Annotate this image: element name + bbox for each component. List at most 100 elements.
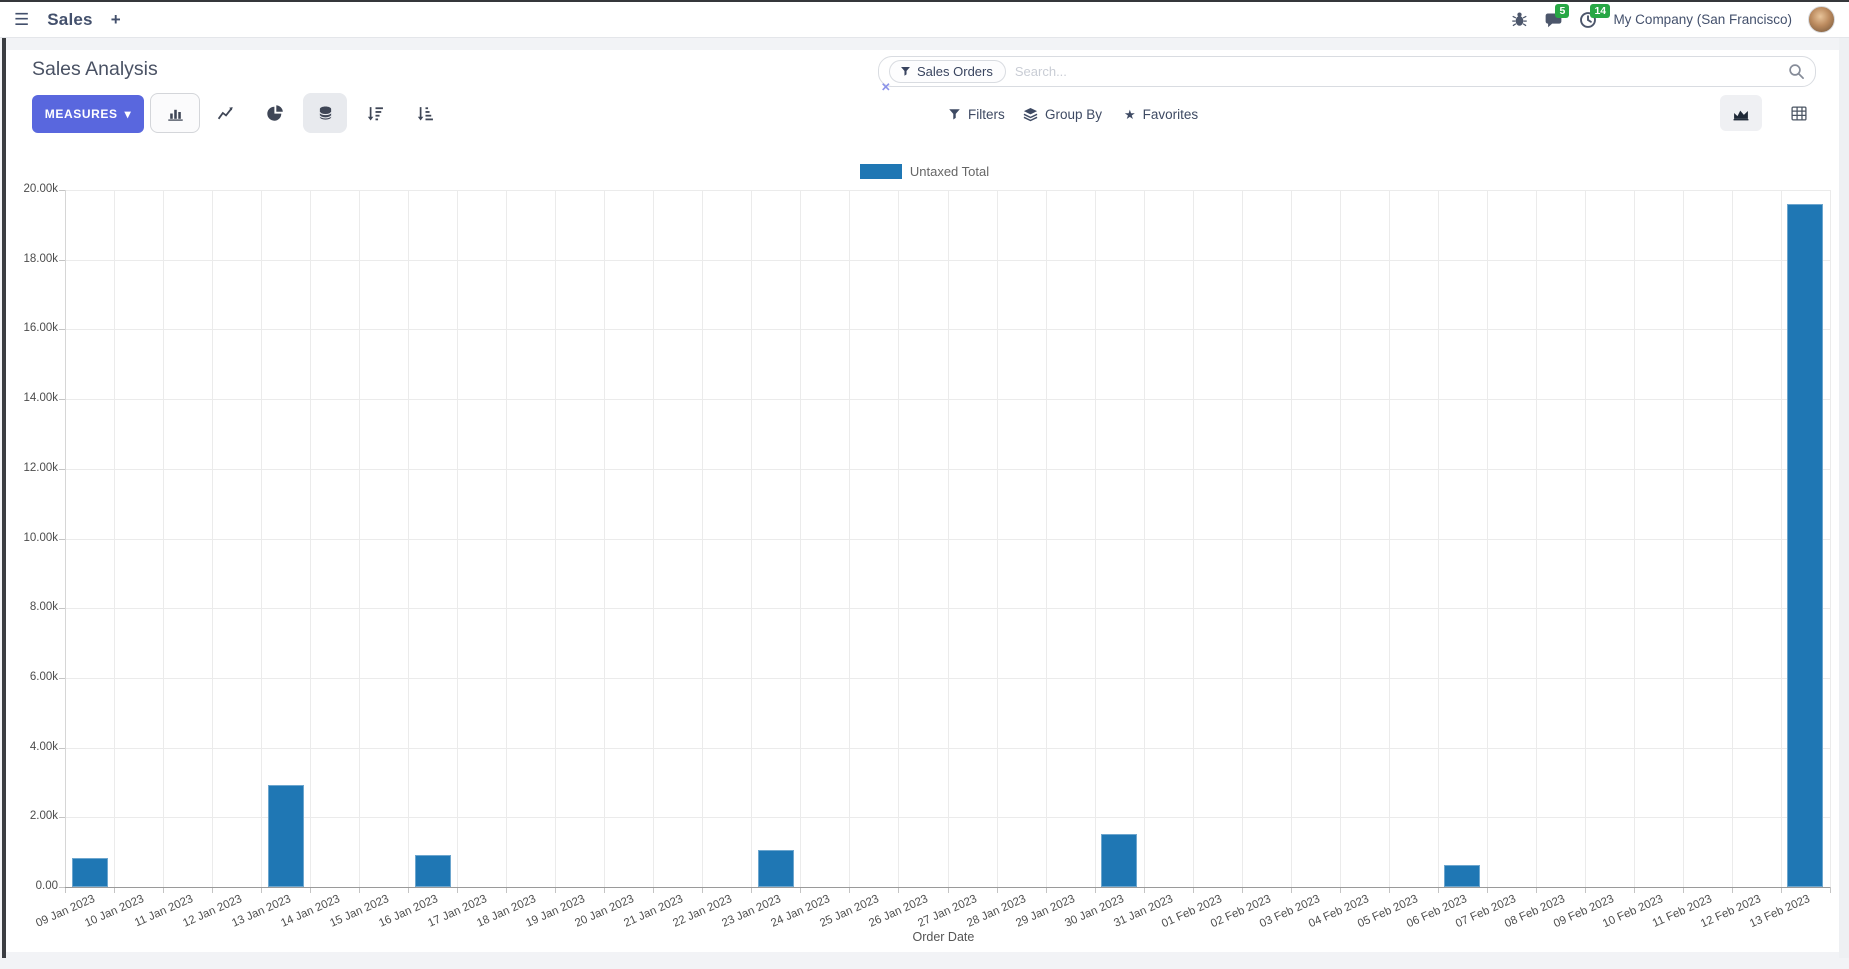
x-grid-line	[408, 190, 410, 887]
graph-view-button[interactable]	[1720, 95, 1762, 131]
x-tick-mark	[1633, 887, 1635, 893]
debug-bug-icon[interactable]	[1511, 11, 1528, 28]
chart-bar[interactable]	[71, 858, 108, 887]
x-grid-line	[1731, 190, 1733, 887]
y-tick-mark	[59, 329, 65, 331]
facet-label: Sales Orders	[917, 64, 993, 79]
y-tick-mark	[59, 538, 65, 540]
y-tick-mark	[59, 887, 65, 888]
chart-bar[interactable]	[757, 850, 794, 887]
chart-bar[interactable]	[1787, 203, 1824, 887]
x-tick-mark	[408, 887, 410, 893]
favorites-button[interactable]: ★ Favorites	[1124, 107, 1198, 122]
star-icon: ★	[1124, 106, 1136, 122]
x-tick-mark	[1584, 887, 1586, 893]
x-tick-mark	[1339, 887, 1341, 893]
scrollbar-gutter[interactable]	[1839, 38, 1849, 958]
app-name[interactable]: Sales	[47, 9, 93, 29]
x-grid-line	[1584, 190, 1586, 887]
x-grid-line	[359, 190, 361, 887]
content-sheet	[6, 50, 1839, 952]
x-grid-line	[457, 190, 459, 887]
line-chart-button[interactable]	[200, 93, 250, 133]
chart-legend[interactable]: Untaxed Total	[0, 164, 1849, 179]
y-tick-label: 6.00k	[29, 670, 58, 683]
pie-chart-button[interactable]	[250, 93, 300, 133]
measures-button[interactable]: MEASURES ▾	[32, 95, 144, 133]
x-tick-mark	[1045, 887, 1047, 893]
y-tick-label: 8.00k	[29, 601, 58, 614]
user-avatar[interactable]	[1808, 6, 1835, 33]
sort-descending-button[interactable]	[350, 93, 400, 133]
x-tick-mark	[947, 887, 949, 893]
x-tick-mark	[1192, 887, 1194, 893]
x-tick-mark	[702, 887, 704, 893]
x-grid-line	[555, 190, 557, 887]
chart-bar[interactable]	[1101, 834, 1138, 887]
funnel-icon	[949, 108, 960, 120]
sort-ascending-button[interactable]	[400, 93, 450, 133]
x-tick-mark	[1143, 887, 1145, 893]
y-tick-label: 18.00k	[23, 252, 58, 265]
x-tick-mark	[163, 887, 165, 893]
x-tick-mark	[359, 887, 361, 893]
x-grid-line	[310, 190, 312, 887]
x-tick-mark	[114, 887, 116, 893]
x-tick-mark	[1388, 887, 1390, 893]
legend-swatch	[859, 164, 902, 179]
x-grid-line	[1388, 190, 1390, 887]
x-grid-line	[1339, 190, 1341, 887]
x-grid-line	[163, 190, 165, 887]
group-by-button[interactable]: Group By	[1023, 107, 1102, 122]
x-tick-mark	[996, 887, 998, 893]
x-grid-line	[1830, 190, 1831, 887]
x-tick-mark	[1094, 887, 1096, 893]
search-input[interactable]	[1014, 64, 1788, 79]
x-tick-mark	[849, 887, 851, 893]
y-tick-mark	[59, 259, 65, 261]
filters-label: Filters	[968, 106, 1005, 122]
y-tick-label: 2.00k	[29, 810, 58, 823]
stacked-button[interactable]	[303, 93, 347, 133]
search-facet-sales-orders[interactable]: Sales Orders	[889, 60, 1006, 83]
x-grid-line	[114, 190, 116, 887]
filters-button[interactable]: Filters	[948, 107, 1005, 122]
chart-bar[interactable]	[414, 854, 451, 887]
x-grid-line	[604, 190, 606, 887]
apps-menu-icon[interactable]: ☰	[14, 9, 30, 29]
x-tick-mark	[1241, 887, 1243, 893]
activities-clock-icon[interactable]: 14	[1579, 3, 1611, 29]
facet-remove-icon[interactable]: ✕	[881, 82, 891, 94]
x-axis-title: Order Date	[912, 930, 975, 944]
search-bar[interactable]: Sales Orders	[878, 56, 1816, 87]
y-tick-mark	[59, 817, 65, 819]
x-grid-line	[261, 190, 263, 887]
pivot-view-button[interactable]	[1778, 95, 1820, 131]
search-icon[interactable]	[1788, 63, 1805, 80]
x-grid-line	[1045, 190, 1047, 887]
group-by-label: Group By	[1045, 106, 1103, 122]
bar-chart-button[interactable]	[150, 93, 200, 133]
y-tick-mark	[59, 608, 65, 610]
company-switcher[interactable]: My Company (San Francisco)	[1613, 12, 1792, 27]
chart-bar[interactable]	[267, 784, 304, 887]
x-tick-mark	[604, 887, 606, 893]
y-tick-label: 16.00k	[23, 322, 58, 335]
x-grid-line	[996, 190, 998, 887]
messages-icon[interactable]: 5	[1544, 3, 1570, 29]
y-tick-mark	[59, 677, 65, 679]
x-tick-mark	[898, 887, 900, 893]
y-tick-label: 12.00k	[23, 461, 58, 474]
x-grid-line	[898, 190, 900, 887]
chart-bar[interactable]	[1444, 865, 1481, 887]
x-tick-mark	[1731, 887, 1733, 893]
layers-icon	[1023, 107, 1038, 121]
x-grid-line	[506, 190, 508, 887]
x-grid-line	[947, 190, 949, 887]
plus-icon[interactable]: +	[110, 9, 121, 29]
x-grid-line	[1143, 190, 1145, 887]
window-top-edge	[0, 0, 1849, 2]
messages-count-badge: 5	[1555, 3, 1570, 18]
y-tick-label: 4.00k	[29, 740, 58, 753]
